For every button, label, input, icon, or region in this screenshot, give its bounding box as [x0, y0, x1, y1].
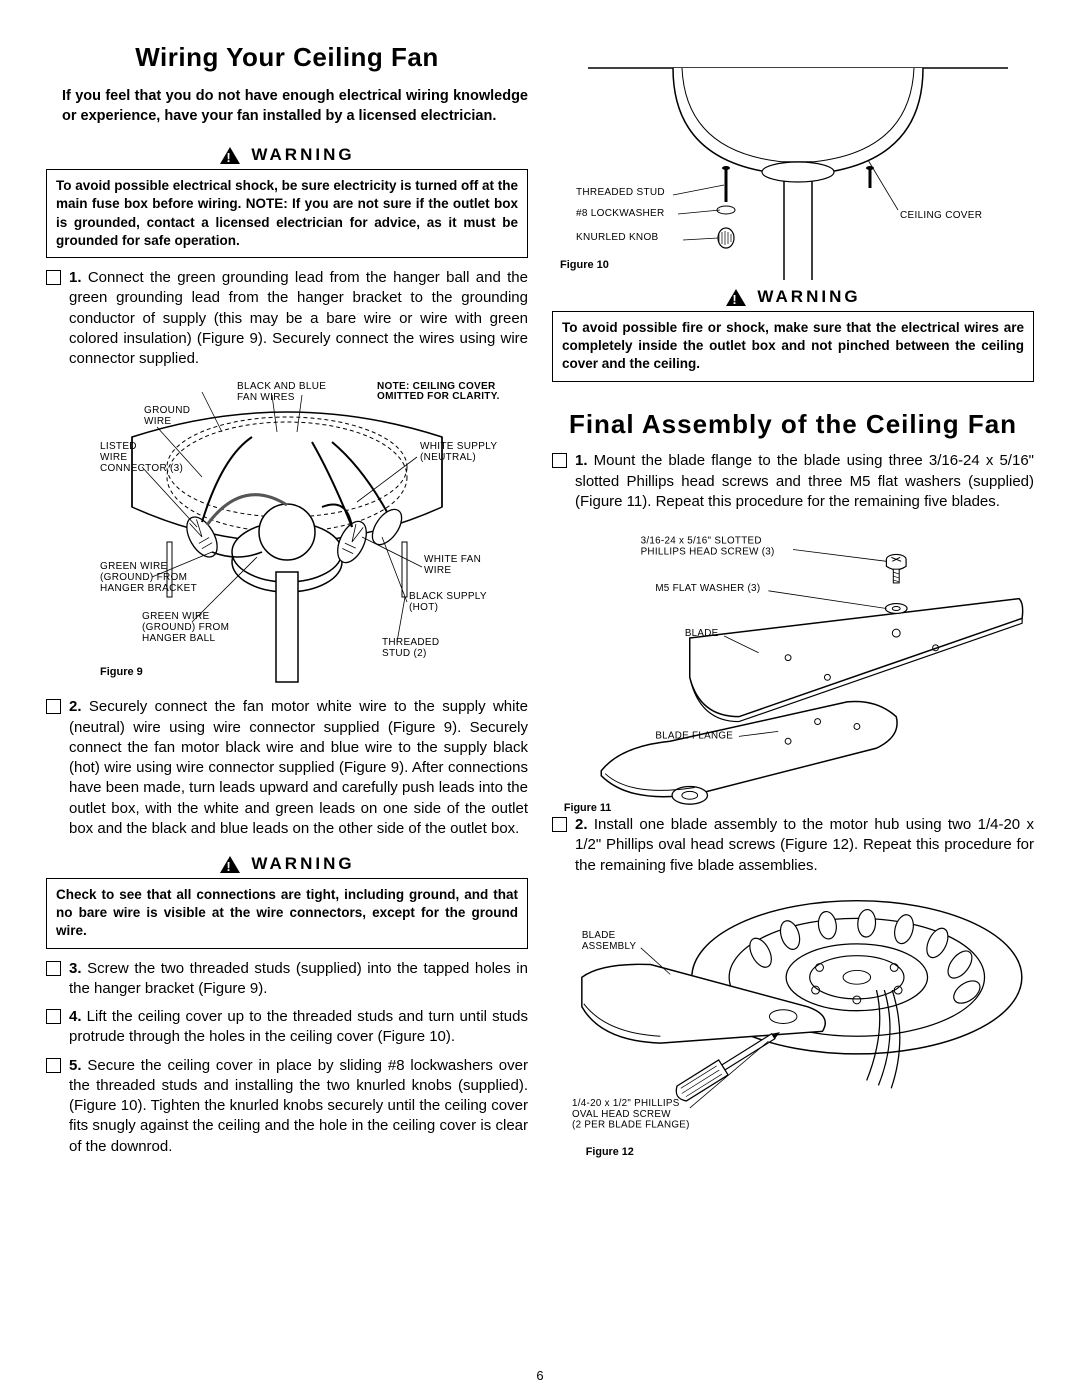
- warning-label: WARNING: [757, 286, 860, 309]
- step-r1: 1. Mount the blade flange to the blade u…: [552, 451, 1034, 512]
- figure-11: 3/16-24 x 5/16" SLOTTEDPHILLIPS HEAD SCR…: [552, 520, 1034, 815]
- label-oval-screw: 1/4-20 x 1/2" PHILLIPSOVAL HEAD SCREW(2 …: [572, 1098, 690, 1131]
- label-green-bracket: GREEN WIRE(GROUND) FROMHANGER BRACKET: [100, 561, 197, 594]
- checkbox-icon: [552, 453, 567, 468]
- warning-label: WARNING: [251, 853, 354, 876]
- label-blade-assembly: BLADEASSEMBLY: [582, 930, 637, 952]
- warning-icon: !: [219, 855, 241, 874]
- section-title-assembly: Final Assembly of the Ceiling Fan: [552, 410, 1034, 440]
- checkbox-icon: [552, 817, 567, 832]
- checkbox-icon: [46, 961, 61, 976]
- page-number: 6: [536, 1367, 543, 1385]
- label-black-blue: BLACK AND BLUEFAN WIRES: [237, 381, 326, 403]
- page: Wiring Your Ceiling Fan If you feel that…: [0, 0, 1080, 1397]
- intro-paragraph: If you feel that you do not have enough …: [46, 87, 528, 126]
- label-threaded: THREADEDSTUD (2): [382, 637, 439, 659]
- step-4: 4. Lift the ceiling cover up to the thre…: [46, 1007, 528, 1048]
- svg-text:!: !: [227, 150, 234, 165]
- step-text: 5. Secure the ceiling cover in place by …: [69, 1056, 528, 1157]
- warning-box-1: To avoid possible electrical shock, be s…: [46, 169, 528, 258]
- checkbox-icon: [46, 1058, 61, 1073]
- label-washer: M5 FLAT WASHER (3): [655, 583, 760, 594]
- label-black-supply: BLACK SUPPLY(HOT): [409, 591, 487, 613]
- warning-icon: !: [725, 288, 747, 307]
- figure-9: BLACK AND BLUEFAN WIRES NOTE: CEILING CO…: [46, 377, 528, 697]
- figure-caption: Figure 11: [564, 802, 611, 814]
- step-5: 5. Secure the ceiling cover in place by …: [46, 1056, 528, 1157]
- step-2: 2. Securely connect the fan motor white …: [46, 697, 528, 839]
- label-blade: BLADE: [685, 628, 719, 639]
- step-r2: 2. Install one blade assembly to the mot…: [552, 815, 1034, 876]
- label-lockwasher: #8 LOCKWASHER: [576, 208, 665, 219]
- svg-text:!: !: [227, 859, 234, 874]
- warning-icon: !: [219, 146, 241, 165]
- section-title-wiring: Wiring Your Ceiling Fan: [46, 40, 528, 75]
- warning-label: WARNING: [251, 144, 354, 167]
- label-note: NOTE: CEILING COVEROMITTED FOR CLARITY.: [377, 381, 500, 402]
- figure-10: THREADED STUD #8 LOCKWASHER KNURLED KNOB…: [552, 40, 1034, 280]
- figure-12: BLADEASSEMBLY 1/4-20 x 1/2" PHILLIPSOVAL…: [552, 884, 1034, 1159]
- warning-box-2: Check to see that all connections are ti…: [46, 878, 528, 949]
- label-listed: LISTEDWIRECONNECTOR (3): [100, 441, 183, 474]
- checkbox-icon: [46, 699, 61, 714]
- label-white-fan: WHITE FANWIRE: [424, 554, 481, 576]
- label-screw: 3/16-24 x 5/16" SLOTTEDPHILLIPS HEAD SCR…: [641, 536, 775, 558]
- figure-caption: Figure 10: [560, 259, 609, 271]
- warning-header-3: ! WARNING: [552, 286, 1034, 309]
- label-flange: BLADE FLANGE: [655, 731, 733, 742]
- left-column: Wiring Your Ceiling Fan If you feel that…: [46, 40, 528, 1377]
- label-green-ball: GREEN WIRE(GROUND) FROMHANGER BALL: [142, 611, 229, 644]
- step-1: 1. Connect the green grounding lead from…: [46, 268, 528, 369]
- svg-text:!: !: [733, 292, 740, 307]
- warning-header-2: ! WARNING: [46, 853, 528, 876]
- step-text: 2. Install one blade assembly to the mot…: [575, 815, 1034, 876]
- step-text: 2. Securely connect the fan motor white …: [69, 697, 528, 839]
- label-ceiling-cover: CEILING COVER: [900, 210, 982, 221]
- step-text: 1. Connect the green grounding lead from…: [69, 268, 528, 369]
- figure-caption: Figure 9: [100, 666, 143, 678]
- step-3: 3. Screw the two threaded studs (supplie…: [46, 959, 528, 1000]
- label-white-supply: WHITE SUPPLY(NEUTRAL): [420, 441, 497, 463]
- label-knurled: KNURLED KNOB: [576, 232, 659, 243]
- label-threaded-stud: THREADED STUD: [576, 187, 665, 198]
- step-text: 3. Screw the two threaded studs (supplie…: [69, 959, 528, 1000]
- checkbox-icon: [46, 1009, 61, 1024]
- figure-caption: Figure 12: [586, 1146, 634, 1158]
- checkbox-icon: [46, 270, 61, 285]
- warning-header-1: ! WARNING: [46, 144, 528, 167]
- warning-box-3: To avoid possible fire or shock, make su…: [552, 311, 1034, 382]
- step-text: 1. Mount the blade flange to the blade u…: [575, 451, 1034, 512]
- right-column: THREADED STUD #8 LOCKWASHER KNURLED KNOB…: [552, 40, 1034, 1377]
- step-text: 4. Lift the ceiling cover up to the thre…: [69, 1007, 528, 1048]
